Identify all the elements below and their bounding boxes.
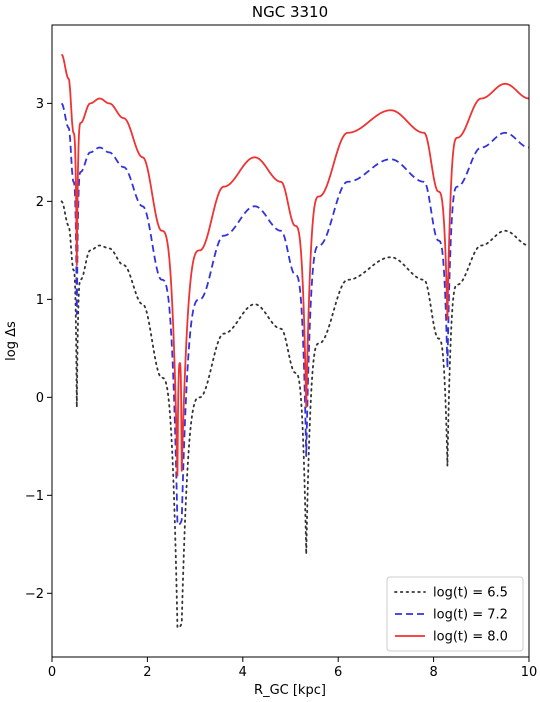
legend-box	[386, 576, 524, 652]
x-tick-label: 2	[143, 665, 151, 680]
y-tick-label: −2	[25, 587, 44, 602]
x-tick-label: 6	[334, 665, 342, 680]
y-tick-label: 1	[36, 293, 44, 308]
y-axis: −2 −1 0 1 2 3	[25, 97, 52, 602]
y-axis-label: log Δs	[4, 321, 19, 361]
y-tick-label: −1	[25, 489, 44, 504]
series-layer	[60, 53, 530, 629]
legend: log(t) = 6.5 log(t) = 7.2 log(t) = 8.0	[386, 576, 524, 652]
x-tick-label: 10	[521, 665, 538, 680]
y-tick-label: 3	[36, 97, 44, 112]
series-line-1	[60, 200, 530, 629]
legend-label: log(t) = 7.2	[433, 608, 508, 623]
y-tick-label: 2	[36, 195, 44, 210]
x-axis: 0 2 4 6 8 10	[48, 657, 537, 680]
x-tick-label: 0	[48, 665, 56, 680]
x-tick-label: 8	[429, 665, 437, 680]
y-tick-label: 0	[36, 391, 44, 406]
plot-frame	[51, 24, 530, 658]
x-tick-label: 4	[239, 665, 247, 680]
legend-label: log(t) = 8.0	[433, 630, 508, 645]
legend-label: log(t) = 6.5	[433, 586, 508, 601]
series-line-2	[60, 102, 530, 526]
series-line-3	[60, 53, 530, 477]
x-axis-label: R_GC [kpc]	[254, 683, 326, 698]
chart-title: NGC 3310	[252, 3, 328, 21]
